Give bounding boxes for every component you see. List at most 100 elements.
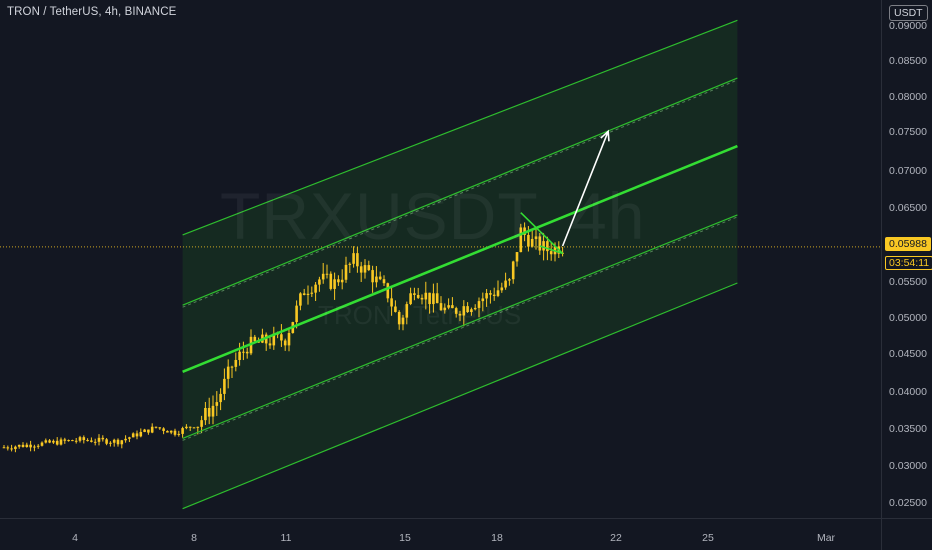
candle-body xyxy=(390,298,393,307)
candle-body xyxy=(283,340,287,346)
candle-body xyxy=(120,440,124,445)
candle-body xyxy=(549,251,553,255)
candle-body xyxy=(401,317,405,325)
time-tick: Mar xyxy=(816,532,836,544)
candle-body xyxy=(131,433,135,438)
candle-body xyxy=(147,429,150,433)
price-tick: 0.09000 xyxy=(889,20,927,32)
time-tick: 4 xyxy=(72,532,78,544)
candle-body xyxy=(272,333,276,346)
price-tick: 0.08000 xyxy=(889,91,927,103)
candle-body xyxy=(333,279,336,289)
candle-body xyxy=(93,441,97,443)
candle-body xyxy=(90,440,93,442)
candle-body xyxy=(344,264,348,280)
candle-body xyxy=(405,304,409,318)
price-tick: 0.06500 xyxy=(889,202,927,214)
candle-body xyxy=(352,253,355,264)
candle-body xyxy=(473,307,477,310)
candle-body xyxy=(135,433,139,437)
candle-body xyxy=(128,437,131,439)
candle-body xyxy=(78,437,82,441)
price-tick: 0.05500 xyxy=(889,276,927,288)
symbol-watermark: TRXUSDT, 4h xyxy=(220,179,646,253)
candle-body xyxy=(21,444,25,447)
currency-button[interactable]: USDT xyxy=(889,5,928,21)
candle-body xyxy=(55,440,59,445)
price-tick: 0.03000 xyxy=(889,460,927,472)
name-watermark: TRON / TetherUS xyxy=(318,300,522,330)
candle-body xyxy=(109,442,112,444)
candle-body xyxy=(101,437,105,440)
price-tick: 0.08500 xyxy=(889,55,927,67)
candle-body xyxy=(420,297,424,300)
time-tick: 15 xyxy=(399,532,411,544)
candle-body xyxy=(382,279,386,284)
candle-body xyxy=(348,263,352,265)
candle-body xyxy=(295,305,298,323)
candle-body xyxy=(394,306,397,312)
candle-body xyxy=(162,428,165,431)
candle-body xyxy=(192,427,196,429)
price-tick: 0.04500 xyxy=(889,348,927,360)
candle-body xyxy=(215,402,219,406)
candle-body xyxy=(63,439,67,441)
candle-body xyxy=(367,265,371,271)
candle-body xyxy=(158,427,162,429)
candle-body xyxy=(416,294,420,298)
candle-body xyxy=(496,290,500,296)
candle-body xyxy=(177,433,181,435)
candle-body xyxy=(59,439,63,445)
price-tick: 0.05000 xyxy=(889,312,927,324)
candle-body xyxy=(169,430,173,433)
candle-body xyxy=(397,311,401,325)
candle-body xyxy=(363,265,367,273)
candle-body xyxy=(48,440,51,443)
candle-body xyxy=(504,280,507,288)
time-axis-divider xyxy=(0,518,932,519)
candle-body xyxy=(340,279,344,283)
candle-body xyxy=(534,236,538,239)
channel-inner-bottom-line xyxy=(182,214,738,439)
candle-body xyxy=(82,437,86,441)
candle-body xyxy=(71,440,74,442)
candle-body xyxy=(454,308,458,314)
candle-body xyxy=(435,293,439,304)
price-tick: 0.03500 xyxy=(889,423,927,435)
candle-body xyxy=(154,426,158,428)
candle-body xyxy=(40,442,44,446)
candle-body xyxy=(443,307,447,311)
candle-body xyxy=(458,313,462,316)
candle-body xyxy=(409,293,412,305)
candle-body xyxy=(306,293,310,295)
candle-body xyxy=(86,440,89,442)
candle-body xyxy=(52,440,55,443)
candle-body xyxy=(432,293,435,305)
chart-title: TRON / TetherUS, 4h, BINANCE xyxy=(7,6,177,18)
candle-body xyxy=(485,293,488,299)
candle-body xyxy=(143,429,146,432)
candle-body xyxy=(356,253,359,267)
price-tick: 0.04000 xyxy=(889,386,927,398)
time-tick: 25 xyxy=(702,532,714,544)
channel-middle-line xyxy=(182,144,738,374)
candle-body xyxy=(116,439,120,445)
candle-body xyxy=(424,292,428,300)
candle-body xyxy=(325,273,329,275)
candle-body xyxy=(17,444,21,447)
candle-body xyxy=(462,306,466,316)
candle-body xyxy=(226,366,230,379)
candle-body xyxy=(371,270,374,283)
projection-arrow xyxy=(561,131,609,247)
candle-body xyxy=(238,351,241,360)
candle-body xyxy=(173,430,177,435)
candle-body xyxy=(530,238,534,247)
candle-body xyxy=(477,301,481,308)
channel-outer-top-line xyxy=(182,19,738,236)
candle-body xyxy=(105,439,108,444)
time-tick: 18 xyxy=(491,532,503,544)
candle-body xyxy=(166,430,169,433)
channel-fill xyxy=(182,20,738,509)
